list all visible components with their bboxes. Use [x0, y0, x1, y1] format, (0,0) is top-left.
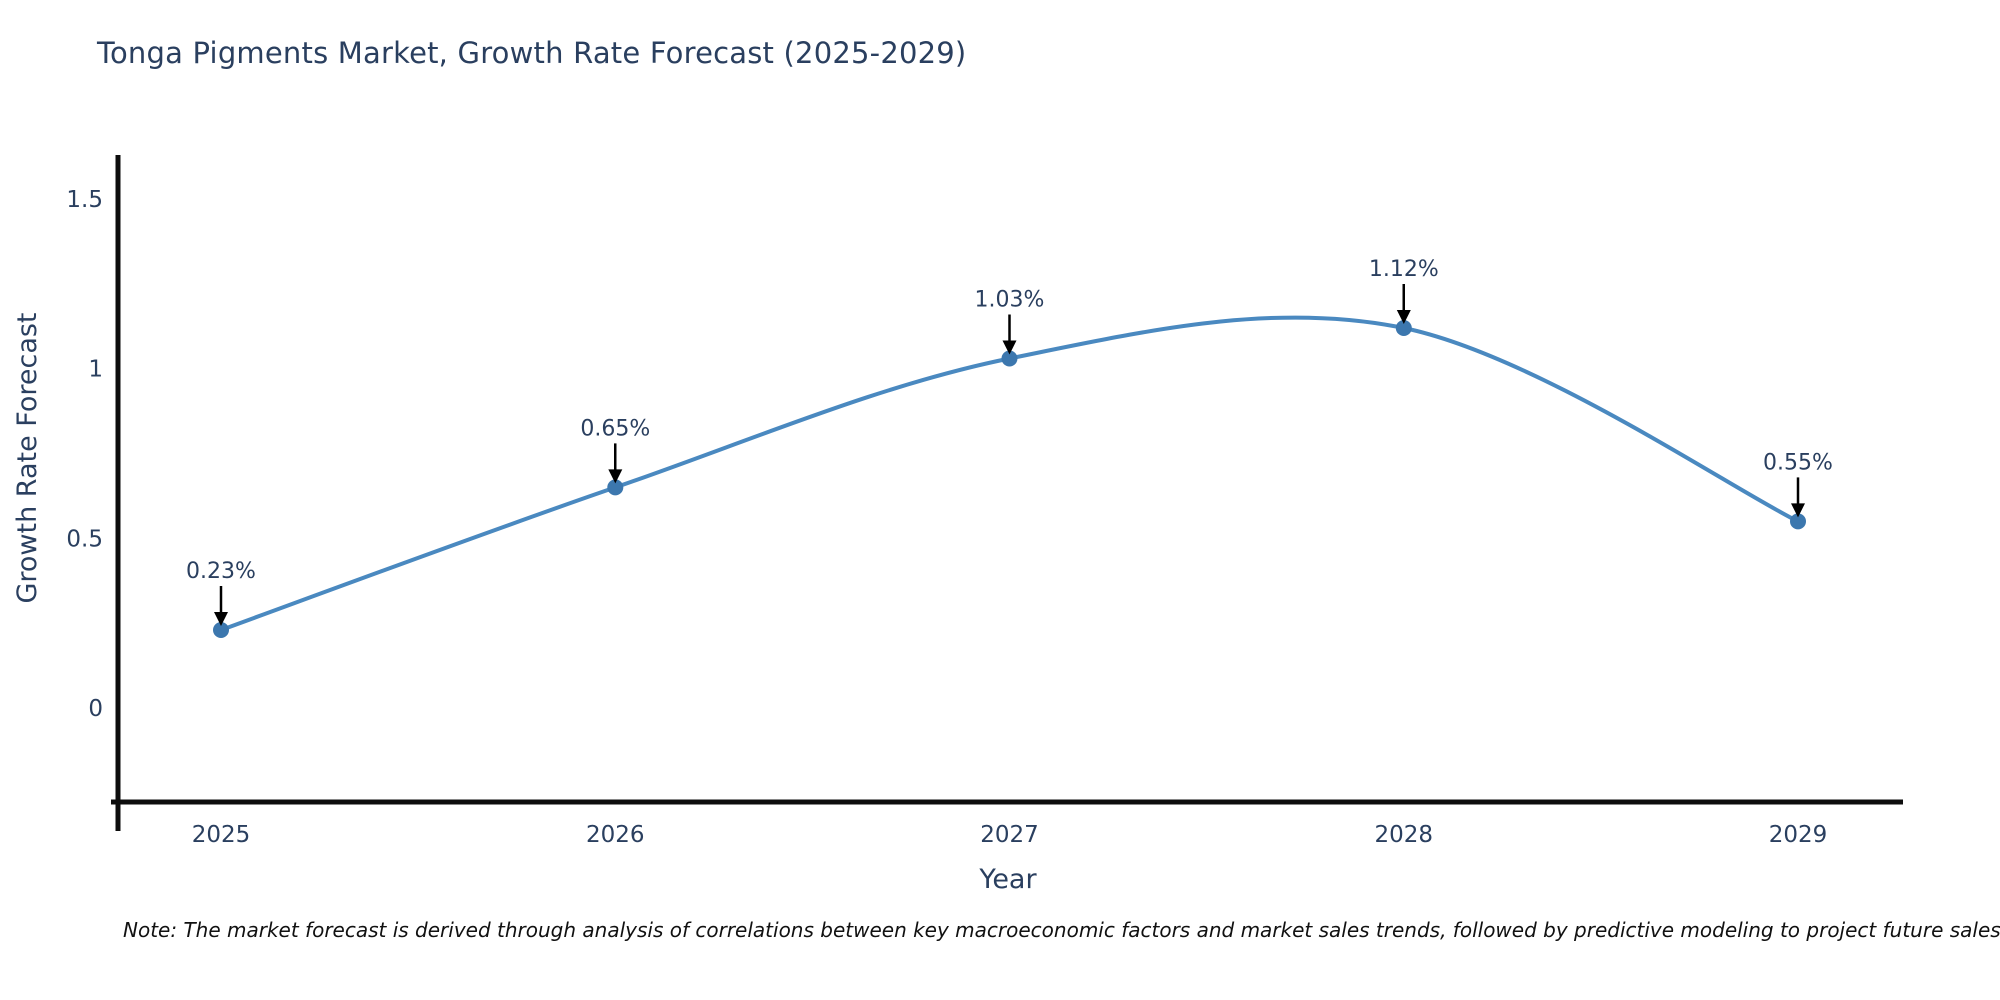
chart-title: Tonga Pigments Market, Growth Rate Forec…: [97, 36, 967, 70]
x-tick-label: 2027: [980, 822, 1039, 848]
point-value-label: 0.65%: [580, 416, 650, 441]
data-point-2026: [607, 479, 624, 496]
series-markers: [213, 320, 1806, 638]
x-tick-label: 2026: [586, 822, 645, 848]
point-value-label: 1.03%: [975, 288, 1045, 313]
x-axis-title: Year: [978, 864, 1037, 895]
annotation-arrowhead-icon: [1396, 310, 1411, 324]
y-axis-ticks: 0 0.5 1 1.5: [66, 187, 103, 722]
point-value-label: 0.55%: [1763, 450, 1833, 475]
y-tick-label: 0: [88, 696, 103, 722]
y-tick-label: 0.5: [66, 526, 103, 552]
point-annotations: 0.23% 0.65% 1.03% 1.12% 0.55%: [186, 257, 1833, 626]
annotation-arrowhead-icon: [1002, 340, 1017, 355]
data-point-2027: [1001, 350, 1018, 367]
annotation-arrowhead-icon: [608, 469, 623, 484]
y-axis-title: Growth Rate Forecast: [12, 312, 43, 603]
x-axis-ticks: 2025 2026 2027 2028 2029: [192, 822, 1828, 848]
x-tick-label: 2028: [1375, 822, 1434, 848]
y-tick-label: 1.5: [66, 187, 103, 213]
annotation-arrowhead-icon: [214, 612, 228, 626]
point-value-label: 0.23%: [186, 559, 256, 584]
x-tick-label: 2029: [1769, 822, 1828, 848]
x-tick-label: 2025: [192, 822, 251, 848]
data-point-2029: [1790, 513, 1806, 530]
footnote: Note: The market forecast is derived thr…: [123, 918, 2000, 942]
point-value-label: 1.12%: [1369, 257, 1439, 282]
data-point-2028: [1395, 320, 1412, 336]
annotation-arrowhead-icon: [1791, 503, 1805, 518]
y-tick-label: 1: [88, 357, 103, 383]
data-point-2025: [213, 622, 229, 638]
